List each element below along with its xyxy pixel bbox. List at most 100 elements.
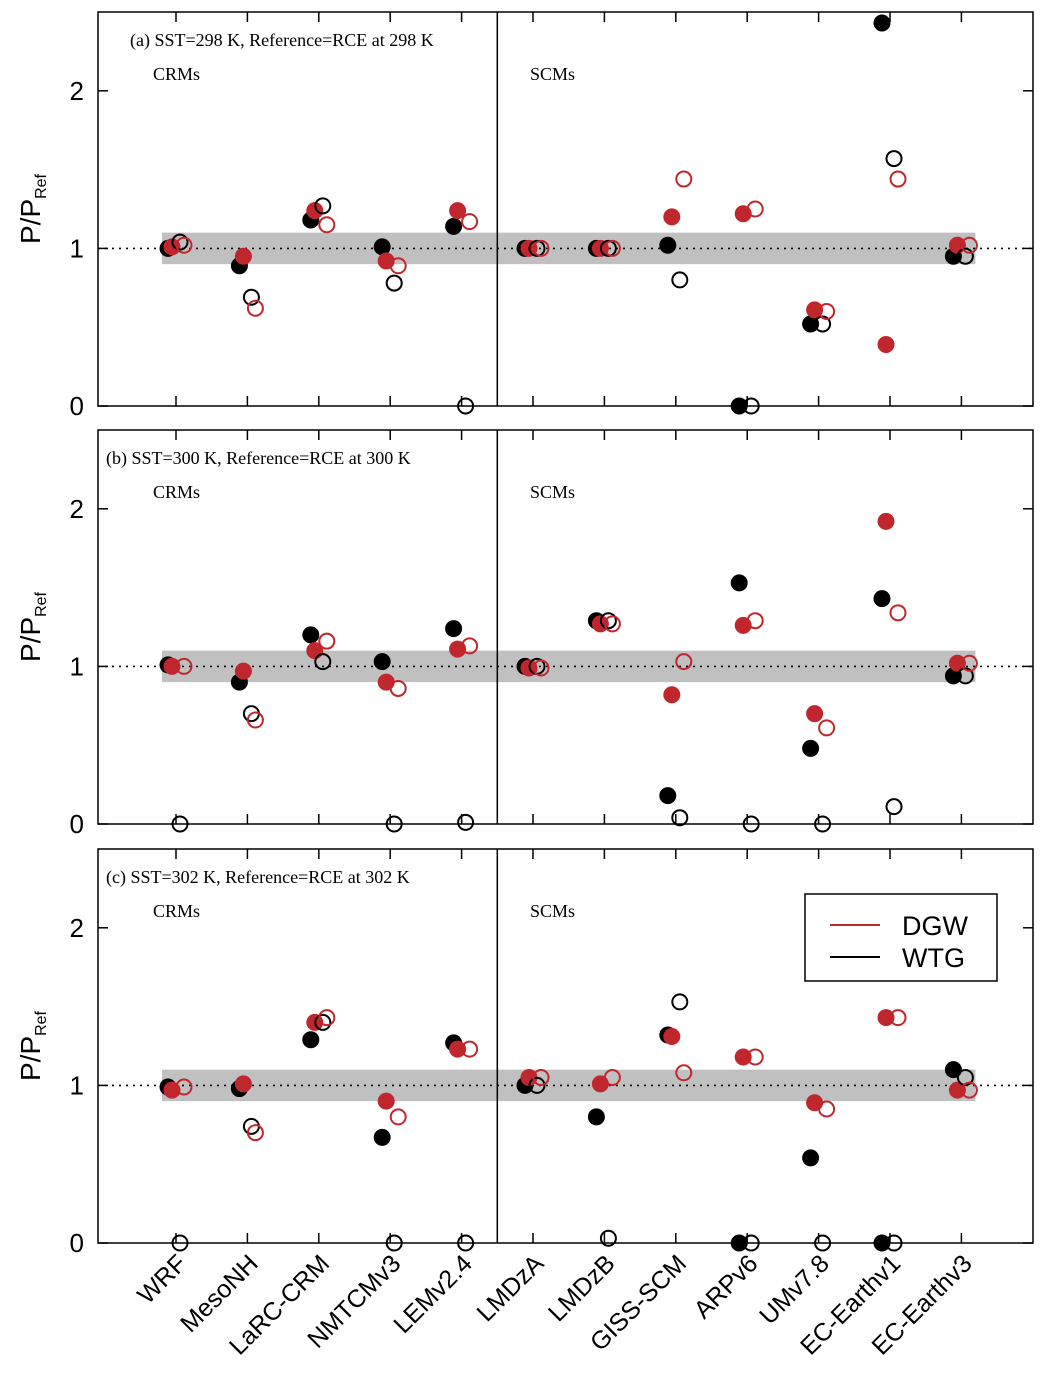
filled-marker (877, 1009, 895, 1027)
open-marker (171, 815, 189, 833)
open-marker (746, 1048, 764, 1066)
y-axis-label-main: P/P (15, 199, 46, 244)
filled-marker (449, 202, 467, 220)
filled-marker (944, 1061, 962, 1079)
open-marker (889, 1009, 907, 1027)
filled-marker (445, 620, 463, 638)
open-marker (461, 1040, 479, 1058)
open-marker (742, 397, 760, 415)
open-marker (960, 1081, 978, 1099)
open-marker (814, 1234, 832, 1252)
filled-marker (234, 1075, 252, 1093)
open-marker (889, 170, 907, 188)
open-marker (385, 274, 403, 292)
y-tick-label: 2 (70, 76, 84, 106)
open-marker (675, 170, 693, 188)
panel-frame (97, 11, 1034, 407)
open-marker (956, 667, 974, 685)
open-marker (314, 653, 332, 671)
filled-marker (806, 301, 824, 319)
open-marker (814, 315, 832, 333)
filled-marker (873, 1234, 891, 1252)
group-label: CRMs (153, 64, 200, 84)
panel-annotation: (b) SST=300 K, Reference=RCE at 300 K (106, 448, 411, 469)
open-marker (318, 632, 336, 650)
x-tick-label: LEMv2.4 (388, 1249, 478, 1339)
open-marker (675, 1064, 693, 1082)
open-marker (242, 288, 260, 306)
filled-marker (730, 1234, 748, 1252)
y-tick-label: 1 (70, 233, 84, 263)
panel-frame (97, 429, 1034, 825)
filled-marker (445, 217, 463, 235)
y-axis-label-sub: Ref (33, 173, 50, 198)
open-marker (385, 1234, 403, 1252)
filled-marker (802, 739, 820, 757)
open-marker (742, 1234, 760, 1252)
open-marker (818, 719, 836, 737)
open-marker (175, 236, 193, 254)
legend-box (804, 893, 998, 982)
open-marker (814, 815, 832, 833)
open-marker (528, 1076, 546, 1094)
open-marker (603, 1069, 621, 1087)
filled-marker (302, 1031, 320, 1049)
filled-marker (587, 1108, 605, 1126)
open-marker (671, 809, 689, 827)
open-marker (960, 236, 978, 254)
filled-marker (163, 657, 181, 675)
filled-marker (373, 1128, 391, 1146)
open-marker (603, 239, 621, 257)
filled-marker (373, 238, 391, 256)
open-marker (389, 257, 407, 275)
panel-frame (97, 848, 1034, 1244)
open-marker (461, 213, 479, 231)
y-tick-label: 0 (70, 1228, 84, 1258)
open-marker (175, 657, 193, 675)
open-marker (461, 637, 479, 655)
open-marker (671, 271, 689, 289)
open-marker (318, 1009, 336, 1027)
y-tick-label: 0 (70, 809, 84, 839)
y-axis-label: P/PRef (15, 173, 50, 244)
filled-marker (877, 512, 895, 530)
open-marker (389, 679, 407, 697)
open-marker (314, 1013, 332, 1031)
open-marker (599, 612, 617, 630)
filled-marker (373, 653, 391, 671)
filled-marker (730, 574, 748, 592)
open-marker (457, 397, 475, 415)
filled-marker (234, 247, 252, 265)
open-marker (385, 815, 403, 833)
legend-label: WTG (902, 943, 965, 973)
filled-marker (802, 1149, 820, 1167)
open-marker (885, 798, 903, 816)
open-marker (457, 1234, 475, 1252)
filled-marker (734, 1048, 752, 1066)
filled-marker (877, 336, 895, 354)
y-tick-label: 1 (70, 651, 84, 681)
group-label: CRMs (153, 901, 200, 921)
open-marker (885, 150, 903, 168)
filled-marker (377, 1092, 395, 1110)
group-label: SCMs (530, 482, 575, 502)
filled-marker (873, 590, 891, 608)
group-label: SCMs (530, 64, 575, 84)
y-tick-label: 2 (70, 913, 84, 943)
open-marker (603, 615, 621, 633)
x-tick-label: LMDzA (471, 1249, 549, 1327)
filled-marker (873, 14, 891, 32)
open-marker (746, 200, 764, 218)
filled-marker (302, 626, 320, 644)
open-marker (532, 659, 550, 677)
filled-marker (948, 1081, 966, 1099)
y-axis-label-sub: Ref (33, 591, 50, 616)
open-marker (671, 993, 689, 1011)
filled-marker (659, 236, 677, 254)
y-axis-label-main: P/P (15, 1036, 46, 1081)
open-marker (956, 247, 974, 265)
y-axis-label-main: P/P (15, 617, 46, 662)
open-marker (956, 1069, 974, 1087)
open-marker (742, 815, 760, 833)
open-marker (175, 1078, 193, 1096)
